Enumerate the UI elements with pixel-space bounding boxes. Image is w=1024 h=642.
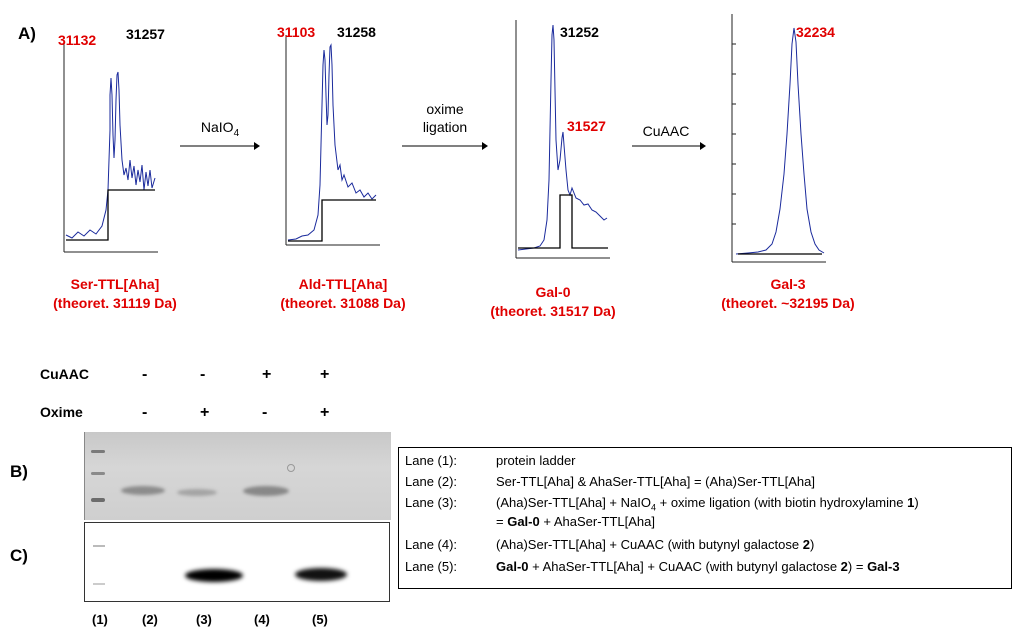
legend-desc: Gal-0 + AhaSer-TTL[Aha] + CuAAC (with bu… [496,559,900,574]
panel-a-label: A) [18,24,36,43]
spectrum-1-peak-red: 31132 [58,32,97,48]
oxime-row-label: Oxime [40,404,83,420]
lane-number-4: (4) [254,612,270,627]
spectrum-3-peak-red: 31527 [567,118,606,134]
legend-desc: = Gal-0 + AhaSer-TTL[Aha] [496,514,655,529]
spectrum-4-peak-red: 32234 [796,24,835,40]
arrow-1 [180,142,260,150]
legend-lane: Lane (2): [405,474,458,489]
spectrum-2-peak-red: 31103 [277,24,316,40]
gel-b-lane2-band [121,486,165,495]
gel-c-lane5-band [295,568,347,581]
spectrum-2-caption: Ald-TTL[Aha] (theoret. 31088 Da) [268,275,418,313]
spectrum-2 [282,35,382,250]
spectrum-1 [60,40,160,255]
oxime-sign-lane5: + [320,404,330,421]
oxime-sign-lane3: + [200,404,210,421]
gel-b-ladder-band [91,472,105,475]
lane-number-2: (2) [142,612,158,627]
gel-b-ladder-band [91,450,105,453]
spectrum-4-caption: Gal-3 (theoret. ~32195 Da) [706,275,870,313]
spectrum-1-peak-black: 31257 [126,26,165,42]
spectrum-4-plot [731,14,826,263]
spectrum-3-name: Gal-0 [535,284,571,300]
legend-lane: Lane (5): [405,559,458,574]
lane-number-3: (3) [196,612,212,627]
legend-desc: Ser-TTL[Aha] & AhaSer-TTL[Aha] = (Aha)Se… [496,474,815,489]
panel-b-label: B) [10,462,28,481]
gel-c-ladder-band [93,583,105,585]
gel-b-spot [287,464,295,472]
legend-lane: Lane (4): [405,537,458,552]
legend-lane: Lane (1): [405,453,458,468]
arrow-2-label: oxime ligation [422,101,468,135]
legend-lane: Lane (3): [405,495,458,510]
panel-c-label: C) [10,546,28,565]
spectrum-3-theoretical: (theoret. 31517 Da) [490,303,616,319]
spectrum-3 [512,20,612,260]
spectrum-1-theoretical: (theoret. 31119 Da) [53,295,177,311]
legend-desc: protein ladder [496,453,576,468]
cuaac-sign-lane4: + [262,366,272,383]
cuaac-sign-lane2: - [142,366,148,383]
spectrum-3-peak-black: 31252 [560,24,599,40]
spectrum-3-plot [515,20,610,259]
spectrum-3-caption: Gal-0 (theoret. 31517 Da) [478,283,628,321]
spectrum-2-plot [285,35,380,246]
gel-b-image [84,432,391,520]
legend-desc: (Aha)Ser-TTL[Aha] + NaIO4 + oxime ligati… [496,495,919,513]
spectrum-2-peak-black: 31258 [337,24,376,40]
spectrum-1-caption: Ser-TTL[Aha] (theoret. 31119 Da) [40,275,190,313]
legend-desc: (Aha)Ser-TTL[Aha] + CuAAC (with butynyl … [496,537,815,552]
lane-number-1: (1) [92,612,108,627]
spectrum-4-name: Gal-3 [770,276,806,292]
spectrum-2-name: Ald-TTL[Aha] [298,276,388,292]
gel-c-image [84,522,390,602]
spectrum-1-plot [63,40,158,253]
spectrum-1-name: Ser-TTL[Aha] [70,276,160,292]
oxime-sign-lane2: - [142,404,148,421]
gel-c-ladder-band [93,545,105,547]
arrow-1-label: NaIO4 [200,119,240,139]
arrow-3 [632,142,706,150]
lane-number-5: (5) [312,612,328,627]
gel-b-lane3-band [177,489,217,496]
spectrum-2-theoretical: (theoret. 31088 Da) [280,295,406,311]
arrow-2 [402,142,488,150]
gel-b-lane4-band [243,486,289,496]
oxime-sign-lane4: - [262,404,268,421]
arrow-3-label: CuAAC [642,123,690,139]
gel-b-ladder-band [91,498,105,502]
spectrum-4-theoretical: (theoret. ~32195 Da) [721,295,855,311]
cuaac-row-label: CuAAC [40,366,89,382]
spectrum-4 [728,14,828,264]
cuaac-sign-lane3: - [200,366,206,383]
gel-c-lane3-band [185,569,243,582]
lane-legend: Lane (1): protein ladder Lane (2): Ser-T… [398,447,1012,589]
cuaac-sign-lane5: + [320,366,330,383]
